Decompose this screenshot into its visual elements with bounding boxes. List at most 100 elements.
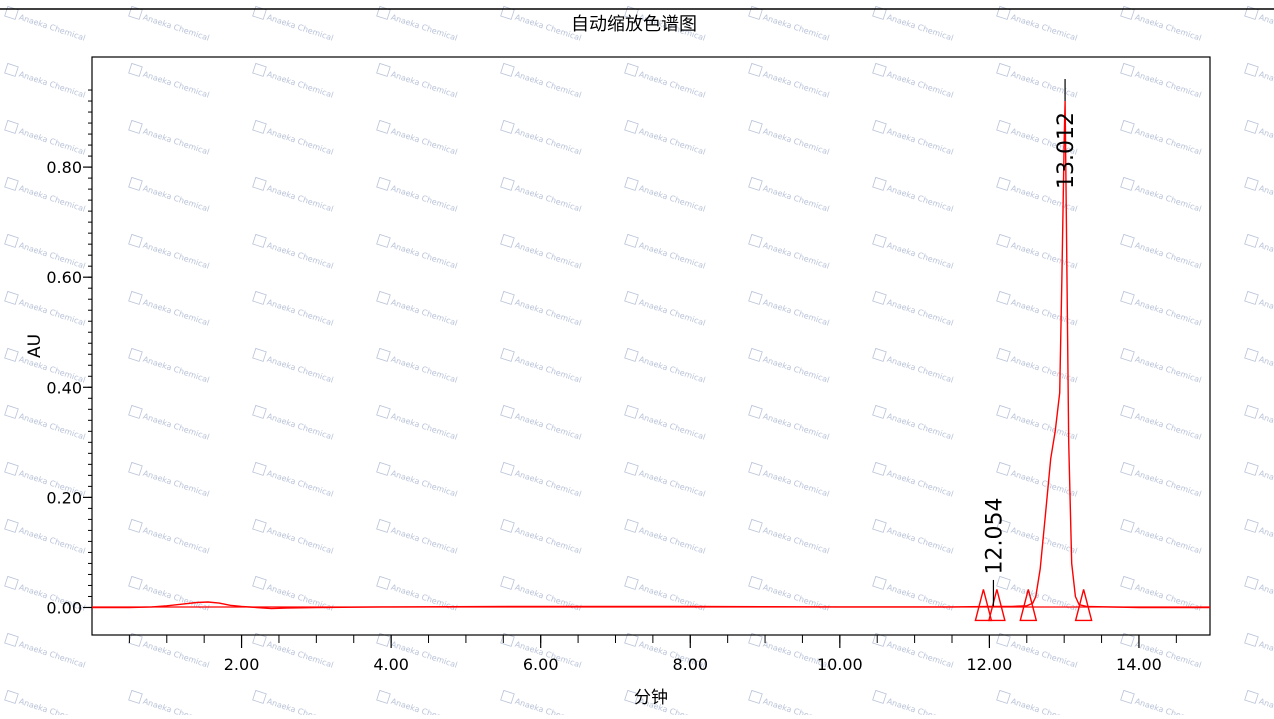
watermark-text: Anaeka Chemical — [390, 469, 459, 499]
peak-label: 13.012 — [1054, 112, 1079, 189]
watermark-text: Anaeka Chemical — [142, 127, 211, 157]
watermark-text: Anaeka Chemical — [514, 70, 583, 100]
watermark-mark: Anaeka Chemical — [252, 5, 335, 43]
watermark-text: Anaeka Chemical — [514, 583, 583, 613]
watermark-mark: Anaeka Chemical — [1244, 404, 1274, 442]
y-tick-label: 0.60 — [46, 268, 82, 287]
x-tick-label: 10.00 — [817, 655, 863, 674]
watermark-text: Anaeka Chemical — [18, 70, 87, 100]
watermark-mark: Anaeka Chemical — [1244, 119, 1274, 157]
watermark-text: Anaeka Chemical — [762, 526, 831, 556]
watermark-mark: Anaeka Chemical — [128, 176, 211, 214]
x-tick-label: 6.00 — [523, 655, 559, 674]
watermark-text: Anaeka Chemical — [266, 298, 335, 328]
watermark-mark: Anaeka Chemical — [748, 689, 831, 719]
watermark-mark: Anaeka Chemical — [1244, 632, 1274, 670]
watermark-text: Anaeka Chemical — [18, 640, 87, 670]
watermark-mark: Anaeka Chemical — [748, 119, 831, 157]
watermark-text: Anaeka Chemical — [1010, 697, 1079, 715]
watermark-mark: Anaeka Chemical — [252, 233, 335, 271]
watermark-mark: Anaeka Chemical — [128, 62, 211, 100]
watermark-text: Anaeka Chemical — [1258, 640, 1274, 670]
watermark-mark: Anaeka Chemical — [996, 347, 1079, 385]
watermark-text: Anaeka Chemical — [514, 298, 583, 328]
watermark-text: Anaeka Chemical — [762, 697, 831, 715]
watermark-text: Anaeka Chemical — [762, 412, 831, 442]
watermark-text: Anaeka Chemical — [142, 469, 211, 499]
peak-labels: 12.054 13.012 — [982, 79, 1079, 607]
x-tick-label: 4.00 — [373, 655, 409, 674]
watermark-text: Anaeka Chemical — [638, 127, 707, 157]
watermark-mark: Anaeka Chemical — [1120, 5, 1203, 43]
watermark-text: Anaeka Chemical — [142, 526, 211, 556]
integration-marker — [974, 589, 993, 622]
watermark-mark: Anaeka Chemical — [1120, 176, 1203, 214]
watermark-mark: Anaeka Chemical — [748, 518, 831, 556]
watermark-mark: Anaeka Chemical — [1120, 404, 1203, 442]
watermark-mark: Anaeka Chemical — [996, 5, 1079, 43]
watermark-text: Anaeka Chemical — [638, 583, 707, 613]
watermark-text: Anaeka Chemical — [762, 184, 831, 214]
watermark-text: Anaeka Chemical — [638, 526, 707, 556]
y-tick-label: 0.00 — [46, 598, 82, 617]
watermark-text: Anaeka Chemical — [266, 184, 335, 214]
watermark-text: Anaeka Chemical — [390, 697, 459, 715]
x-tick-label: 12.00 — [966, 655, 1012, 674]
watermark-text: Anaeka Chemical — [18, 127, 87, 157]
watermark-mark: Anaeka Chemical — [1244, 461, 1274, 499]
watermark-text: Anaeka Chemical — [762, 13, 831, 43]
watermark-mark: Anaeka Chemical — [376, 290, 459, 328]
watermark-mark: Anaeka Chemical — [872, 119, 955, 157]
watermark-mark: Anaeka Chemical — [748, 5, 831, 43]
watermark-text: Anaeka Chemical — [1258, 469, 1274, 499]
watermark-mark: Anaeka Chemical — [748, 461, 831, 499]
watermark-text: Anaeka Chemical — [1010, 583, 1079, 613]
watermark-text: Anaeka Chemical — [886, 13, 955, 43]
watermark-text: Anaeka Chemical — [142, 70, 211, 100]
watermark-text: Anaeka Chemical — [1010, 70, 1079, 100]
watermark-text: Anaeka Chemical — [1010, 469, 1079, 499]
watermark-mark: Anaeka Chemical — [4, 290, 87, 328]
watermark-text: Anaeka Chemical — [390, 13, 459, 43]
watermark-text: Anaeka Chemical — [886, 412, 955, 442]
watermark-mark: Anaeka Chemical — [996, 689, 1079, 719]
integration-marker — [1019, 589, 1038, 622]
watermark-text: Anaeka Chemical — [762, 70, 831, 100]
watermark-mark: Anaeka Chemical — [4, 518, 87, 556]
watermark-text: Anaeka Chemical — [514, 184, 583, 214]
x-tick-label: 2.00 — [224, 655, 260, 674]
watermark-text: Anaeka Chemical — [762, 241, 831, 271]
watermark-mark: Anaeka Chemical — [252, 347, 335, 385]
watermark-text: Anaeka Chemical — [1258, 184, 1274, 214]
x-tick-label: 14.00 — [1116, 655, 1162, 674]
watermark-mark: Anaeka Chemical — [872, 461, 955, 499]
watermark-text: Anaeka Chemical — [390, 583, 459, 613]
watermark-text: Anaeka Chemical — [1010, 13, 1079, 43]
watermark-mark: Anaeka Chemical — [376, 5, 459, 43]
watermark-mark: Anaeka Chemical — [128, 461, 211, 499]
watermark-mark: Anaeka Chemical — [376, 233, 459, 271]
watermark-mark: Anaeka Chemical — [252, 632, 335, 670]
watermark-mark: Anaeka Chemical — [500, 347, 583, 385]
watermark-mark: Anaeka Chemical — [872, 290, 955, 328]
watermark-text: Anaeka Chemical — [886, 640, 955, 670]
watermark-text: Anaeka Chemical — [266, 70, 335, 100]
watermark-mark: Anaeka Chemical — [624, 347, 707, 385]
watermark-mark: Anaeka Chemical — [872, 518, 955, 556]
watermark-mark: Anaeka Chemical — [128, 233, 211, 271]
watermark-mark: Anaeka Chemical — [4, 404, 87, 442]
x-axis-ticks: 2.00 4.00 6.00 8.00 10.00 12.00 14.00 — [128, 635, 1177, 674]
watermark-text: Anaeka Chemical — [266, 640, 335, 670]
watermark-text: Anaeka Chemical — [1258, 13, 1274, 43]
watermark-text: Anaeka Chemical — [390, 241, 459, 271]
watermark-text: Anaeka Chemical — [638, 469, 707, 499]
watermark-text: Anaeka Chemical — [18, 526, 87, 556]
watermark-text: Anaeka Chemical — [1010, 640, 1079, 670]
watermark-text: Anaeka Chemical — [1258, 697, 1274, 715]
watermark-mark: Anaeka Chemical — [4, 62, 87, 100]
watermark-mark: Anaeka Chemical — [128, 5, 211, 43]
watermark-text: Anaeka Chemical — [762, 355, 831, 385]
watermark-mark: Anaeka Chemical — [1244, 233, 1274, 271]
watermark-text: Anaeka Chemical — [142, 241, 211, 271]
watermark-mark: Anaeka Chemical — [624, 176, 707, 214]
